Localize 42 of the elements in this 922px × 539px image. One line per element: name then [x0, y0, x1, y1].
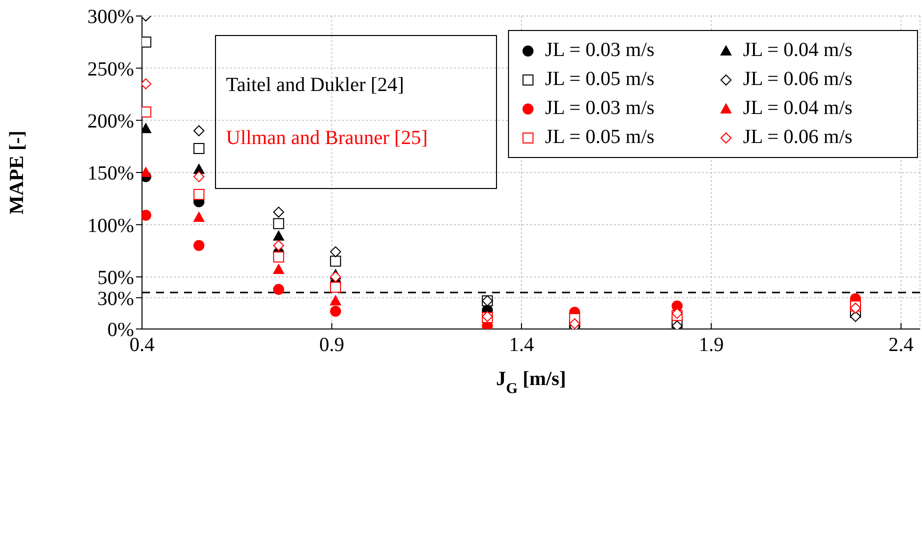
annotation: Taitel and Dukler [24]: [226, 74, 405, 97]
y-axis-title: MAPE [-]: [6, 130, 28, 214]
point: [330, 282, 342, 293]
legend-label: JL = 0.03 m/s: [545, 39, 654, 62]
annotation: Ullman and Brauner [25]: [226, 127, 429, 150]
x-tick-label: 1.9: [698, 334, 724, 356]
point: [850, 310, 861, 322]
point: [672, 320, 683, 329]
y-tick-label: 250%: [87, 58, 134, 80]
y-tick-label: 200%: [87, 110, 134, 132]
point: [273, 252, 284, 263]
legend-label: JL = 0.05 m/s: [545, 126, 654, 149]
point: [193, 240, 204, 252]
x-tick-label: 1.4: [509, 334, 534, 356]
x-tick-label: 2.4: [888, 334, 914, 356]
point: [330, 271, 342, 282]
x-axis-title: J$_{G}$ [m/s]: [496, 368, 566, 397]
point: [330, 256, 342, 267]
x-tick-label: 0.9: [319, 334, 344, 356]
point: [330, 295, 342, 306]
point: [330, 246, 342, 258]
legend-label: JL = 0.06 m/s: [743, 126, 852, 149]
y-tick-label: 50%: [97, 266, 134, 289]
y-tick-label: 30%: [97, 288, 134, 310]
point: [273, 218, 284, 230]
point: [193, 188, 204, 200]
legend-label: JL = 0.06 m/s: [743, 68, 852, 91]
point: [193, 143, 204, 154]
y-tick-label: 150%: [87, 162, 134, 185]
legend-label: JL = 0.04 m/s: [743, 97, 852, 120]
legend-label: JL = 0.04 m/s: [743, 39, 852, 62]
y-tick-label: 100%: [87, 214, 134, 237]
point: [193, 125, 204, 136]
legend-label: JL = 0.05 m/s: [545, 68, 654, 91]
legend-label: JL = 0.03 m/s: [545, 97, 654, 120]
point: [273, 230, 284, 241]
point: [193, 212, 204, 222]
point: [273, 206, 284, 218]
point: [273, 264, 284, 274]
point: [330, 306, 342, 317]
y-tick-label: 300%: [87, 6, 134, 28]
point: [273, 284, 284, 295]
